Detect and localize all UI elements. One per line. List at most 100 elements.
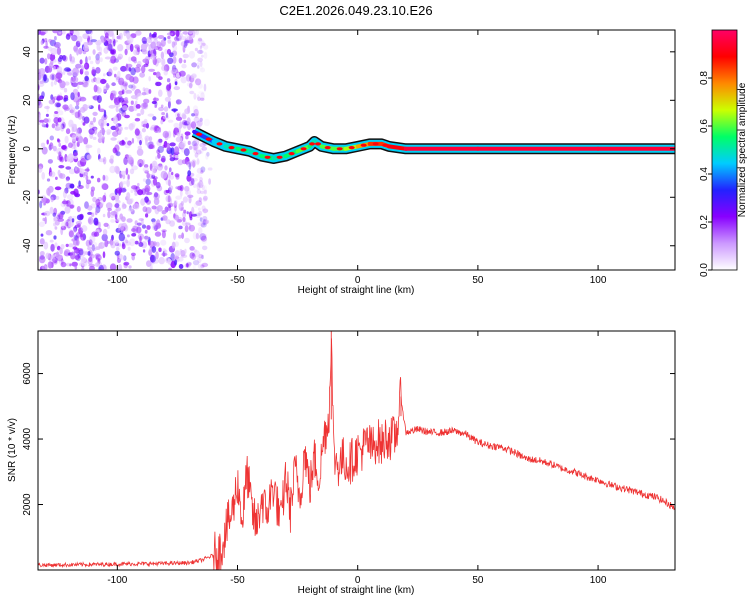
- noise-blob: [123, 261, 130, 266]
- noise-blob: [139, 139, 142, 146]
- noise-blob: [203, 189, 207, 195]
- noise-blob: [76, 50, 79, 56]
- noise-blob: [148, 249, 153, 256]
- noise-blob: [167, 39, 172, 44]
- noise-blob: [192, 253, 196, 257]
- noise-blob: [195, 232, 200, 240]
- noise-blob: [192, 183, 197, 189]
- noise-blob: [151, 246, 157, 253]
- spectrogram-panel: -100 -50 0 50 100 -40 -20 0 20 40 Height of stra…: [7, 29, 676, 296]
- noise-blob: [117, 243, 122, 247]
- noise-blob: [76, 35, 83, 44]
- noise-blob: [196, 167, 204, 174]
- noise-blob: [158, 76, 163, 80]
- colorbar-tick-label: 0.6: [699, 119, 710, 133]
- noise-blob: [133, 203, 140, 210]
- ridge-peak: [394, 146, 401, 150]
- noise-blob: [184, 38, 189, 46]
- noise-blob: [134, 100, 138, 105]
- noise-blob: [178, 264, 184, 269]
- noise-blob: [58, 153, 63, 158]
- noise-blob: [189, 90, 195, 95]
- noise-blob: [102, 228, 108, 236]
- noise-blob: [81, 266, 85, 270]
- noise-blob: [202, 197, 208, 202]
- noise-blob: [171, 108, 178, 112]
- noise-blob: [136, 47, 141, 53]
- noise-blob: [188, 223, 192, 230]
- noise-blob: [147, 113, 155, 117]
- noise-blob: [77, 81, 84, 86]
- noise-blob: [192, 263, 196, 270]
- noise-blob: [173, 232, 177, 241]
- noise-blob: [191, 206, 195, 215]
- noise-blob: [56, 66, 63, 73]
- noise-blob: [57, 169, 61, 176]
- noise-blob: [108, 68, 113, 77]
- noise-blob: [172, 129, 176, 138]
- noise-blob: [107, 224, 110, 229]
- noise-blob: [96, 87, 102, 94]
- noise-blob: [63, 250, 69, 257]
- noise-blob: [205, 152, 209, 160]
- noise-blob: [88, 56, 91, 61]
- noise-blob: [192, 105, 199, 113]
- x-tick-label: 50: [472, 575, 484, 586]
- noise-blob: [200, 222, 207, 228]
- noise-blob: [203, 219, 210, 225]
- noise-blob: [97, 147, 101, 155]
- noise-blob: [62, 55, 67, 61]
- noise-blob: [196, 200, 200, 205]
- noise-blob: [195, 120, 202, 129]
- noise-blob: [56, 47, 62, 55]
- noise-blob: [119, 140, 126, 146]
- y-tick-label: 0: [22, 146, 33, 152]
- noise-blob: [45, 40, 48, 49]
- noise-blob: [178, 142, 186, 148]
- noise-blob: [153, 197, 160, 206]
- noise-blob: [125, 63, 129, 72]
- noise-blob: [97, 52, 102, 56]
- noise-blob: [203, 195, 208, 201]
- noise-blob: [173, 122, 180, 129]
- ridge-peak: [288, 152, 295, 156]
- noise-blob: [127, 154, 132, 161]
- noise-blob: [174, 204, 177, 212]
- noise-blob: [144, 229, 148, 234]
- noise-blob: [180, 201, 184, 206]
- noise-blob: [89, 235, 96, 244]
- noise-blob: [150, 41, 156, 49]
- noise-blob: [87, 216, 94, 225]
- noise-blob: [139, 72, 146, 78]
- noise-blob: [83, 171, 89, 177]
- noise-blob: [59, 247, 63, 255]
- ridge-peak: [372, 142, 379, 146]
- noise-blob: [100, 37, 107, 43]
- noise-blob: [134, 128, 140, 136]
- noise-blob: [58, 165, 65, 169]
- noise-blob: [102, 174, 106, 181]
- noise-blob: [78, 47, 83, 55]
- noise-blob: [121, 203, 125, 210]
- noise-blob: [191, 62, 198, 68]
- noise-blob: [134, 191, 138, 196]
- noise-blob: [192, 231, 198, 240]
- noise-blob: [103, 73, 106, 77]
- noise-blob: [108, 30, 114, 38]
- noise-blob: [44, 216, 47, 225]
- ridge-peak: [324, 146, 331, 150]
- noise-blob: [99, 46, 103, 54]
- noise-blob: [137, 159, 144, 167]
- colorbar-ticks: 0.0 0.2 0.4 0.6 0.8: [699, 71, 712, 277]
- noise-blob: [80, 159, 88, 163]
- noise-blob: [114, 73, 117, 78]
- noise-blob: [162, 215, 168, 221]
- noise-blob: [186, 35, 194, 40]
- noise-blob: [172, 56, 177, 64]
- ridge-peak: [315, 142, 321, 146]
- noise-blob: [65, 128, 71, 135]
- noise-blob: [169, 185, 174, 191]
- y-tick-label: 6000: [22, 362, 33, 385]
- noise-blob: [155, 181, 161, 189]
- noise-blob: [115, 246, 120, 251]
